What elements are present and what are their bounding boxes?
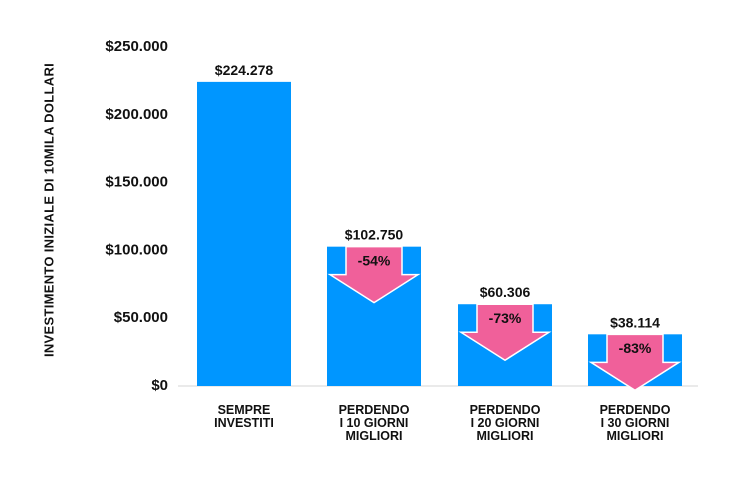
x-category-label: I 10 GIORNI: [340, 416, 409, 430]
decline-arrow: [327, 245, 421, 304]
decline-percent-label: -73%: [489, 310, 522, 326]
y-tick-label: $50.000: [114, 309, 168, 326]
decline-percent-label: -83%: [619, 340, 652, 356]
x-category-label: MIGLIORI: [477, 429, 534, 443]
x-category-label: SEMPRE: [218, 403, 271, 417]
decline-arrow: [588, 333, 682, 392]
x-category-label: MIGLIORI: [607, 429, 664, 443]
y-tick-label: $100.000: [105, 241, 168, 258]
x-category-label: PERDENDO: [600, 403, 671, 417]
decline-arrow: [458, 303, 552, 362]
x-category-label: PERDENDO: [339, 403, 410, 417]
bar-value-label: $224.278: [215, 62, 274, 78]
y-tick-label: $150.000: [105, 174, 168, 191]
bar-value-label: $38.114: [610, 314, 660, 330]
y-axis-title: INVESTIMENTO INIZIALE DI 10MILA DOLLARI: [41, 63, 56, 357]
y-tick-label: $250.000: [105, 38, 168, 55]
x-category-label: INVESTITI: [214, 416, 274, 430]
x-category-label: I 30 GIORNI: [601, 416, 670, 430]
decline-percent-label: -54%: [358, 252, 391, 268]
bar-value-label: $60.306: [480, 284, 531, 300]
x-category-label: MIGLIORI: [346, 429, 403, 443]
bar: [197, 81, 291, 386]
x-category-label: I 20 GIORNI: [471, 416, 540, 430]
y-tick-label: $0: [151, 377, 168, 394]
bar-value-label: $102.750: [345, 227, 404, 243]
y-tick-label: $200.000: [105, 106, 168, 123]
x-category-label: PERDENDO: [470, 403, 541, 417]
